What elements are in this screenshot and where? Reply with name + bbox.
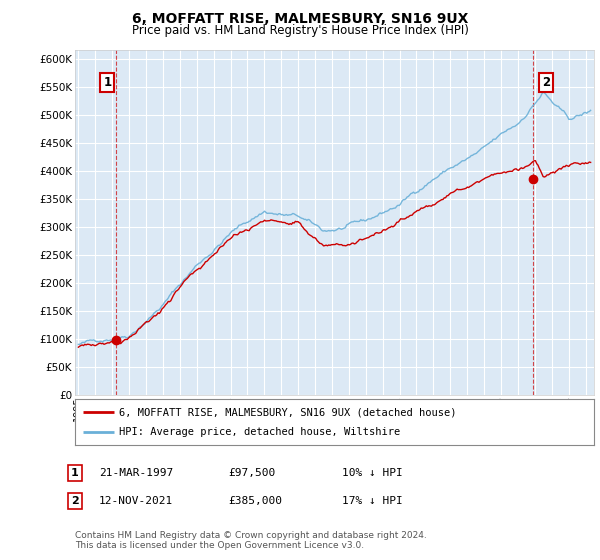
Text: Contains HM Land Registry data © Crown copyright and database right 2024.
This d: Contains HM Land Registry data © Crown c… [75,530,427,550]
Text: HPI: Average price, detached house, Wiltshire: HPI: Average price, detached house, Wilt… [119,427,400,437]
Text: 10% ↓ HPI: 10% ↓ HPI [342,468,403,478]
Text: 6, MOFFATT RISE, MALMESBURY, SN16 9UX: 6, MOFFATT RISE, MALMESBURY, SN16 9UX [132,12,468,26]
Text: 21-MAR-1997: 21-MAR-1997 [99,468,173,478]
Text: £97,500: £97,500 [228,468,275,478]
Text: 6, MOFFATT RISE, MALMESBURY, SN16 9UX (detached house): 6, MOFFATT RISE, MALMESBURY, SN16 9UX (d… [119,407,457,417]
Text: 17% ↓ HPI: 17% ↓ HPI [342,496,403,506]
Text: 2: 2 [542,76,550,89]
Text: 2: 2 [71,496,79,506]
Text: Price paid vs. HM Land Registry's House Price Index (HPI): Price paid vs. HM Land Registry's House … [131,24,469,36]
Text: £385,000: £385,000 [228,496,282,506]
Text: 12-NOV-2021: 12-NOV-2021 [99,496,173,506]
Text: 1: 1 [103,76,112,89]
Text: 1: 1 [71,468,79,478]
